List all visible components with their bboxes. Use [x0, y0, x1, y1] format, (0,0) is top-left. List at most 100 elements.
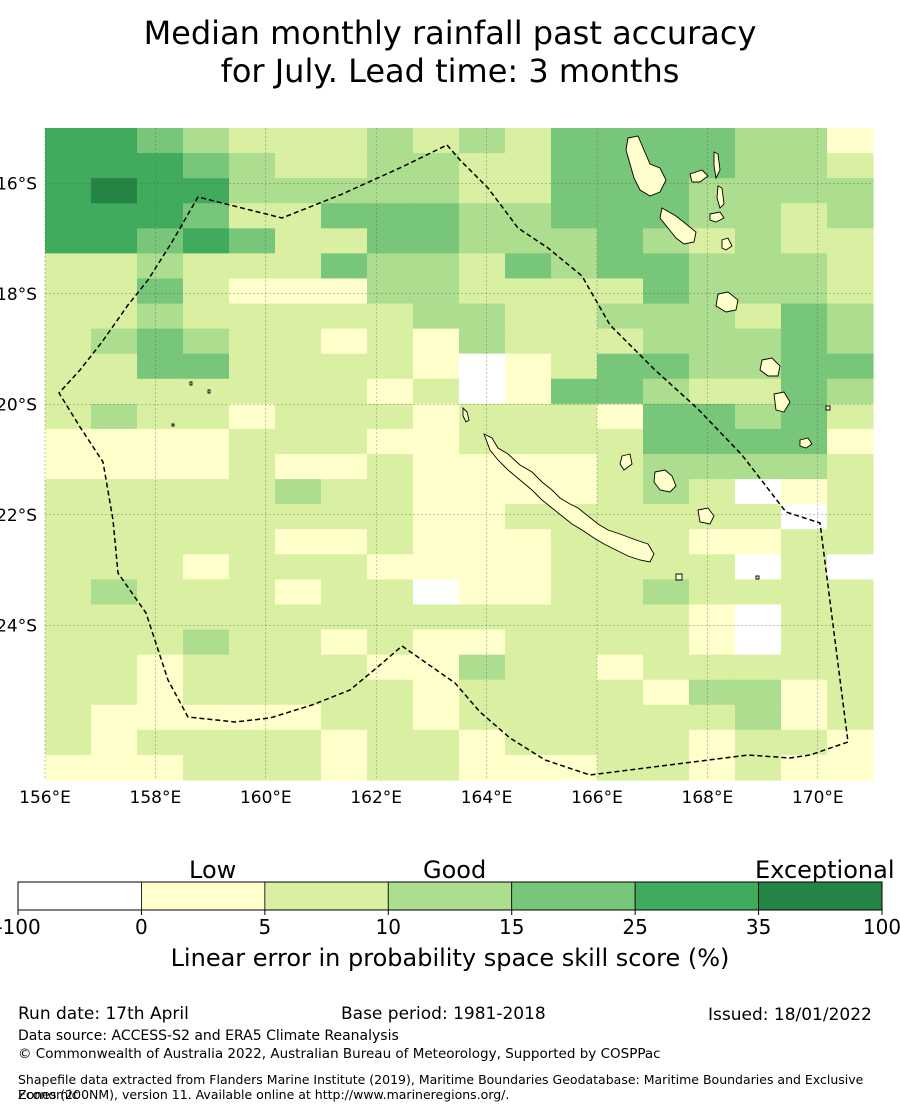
- skill-cell: [781, 604, 828, 631]
- skill-cell: [367, 704, 414, 731]
- skill-cell: [597, 328, 644, 355]
- skill-cell: [827, 178, 874, 204]
- skill-cell: [91, 629, 138, 656]
- skill-cell: [459, 579, 506, 606]
- skill-cell: [827, 554, 874, 580]
- skill-cell: [91, 729, 138, 756]
- latitude-tick-label: 24°S: [0, 616, 37, 636]
- skill-cell: [551, 604, 598, 631]
- skill-cell: [827, 153, 874, 179]
- skill-cell: [275, 228, 322, 254]
- skill-cell: [45, 153, 92, 179]
- skill-cell: [229, 403, 276, 430]
- skill-cell: [643, 278, 690, 305]
- skill-cell: [505, 378, 552, 405]
- skill-cell: [505, 704, 552, 731]
- skill-cell: [45, 178, 92, 204]
- skill-cell: [45, 278, 92, 305]
- skill-cell: [275, 729, 322, 756]
- skill-cell: [45, 629, 92, 656]
- colorbar-bin: [141, 881, 266, 911]
- skill-cell: [781, 253, 828, 280]
- skill-cell: [183, 679, 230, 706]
- skill-cell: [91, 479, 138, 505]
- skill-cell: [827, 479, 874, 505]
- skill-cell: [183, 153, 230, 179]
- skill-cell: [321, 654, 368, 681]
- skill-cell: [137, 403, 184, 430]
- skill-cell: [183, 504, 230, 530]
- skill-cell: [45, 704, 92, 731]
- skill-cell: [91, 328, 138, 355]
- skill-cell: [459, 529, 506, 555]
- skill-cell: [459, 128, 506, 154]
- skill-cell: [459, 704, 506, 731]
- skill-cell: [91, 504, 138, 530]
- skill-cell: [183, 428, 230, 455]
- skill-cell: [321, 303, 368, 330]
- skill-cell: [735, 654, 782, 681]
- mare-island: [697, 507, 715, 525]
- colorbar-tick-label: 100: [863, 915, 900, 939]
- skill-cell: [229, 629, 276, 656]
- skill-cell: [413, 754, 460, 781]
- skill-cell: [505, 754, 552, 781]
- skill-cell: [137, 629, 184, 656]
- skill-cell: [137, 679, 184, 706]
- skill-cell: [229, 278, 276, 305]
- category-exceptional: Exceptional: [755, 856, 895, 884]
- skill-cell: [505, 128, 552, 154]
- small-islet: [825, 405, 831, 411]
- skill-cell: [459, 203, 506, 229]
- skill-cell: [459, 353, 506, 380]
- colorbar-tick-label: -100: [0, 915, 41, 939]
- skill-cell: [827, 529, 874, 555]
- skill-cell: [275, 353, 322, 380]
- skill-cell: [689, 679, 736, 706]
- skill-cell: [827, 579, 874, 606]
- latitude-tick-label: 22°S: [0, 506, 37, 526]
- skill-cell: [735, 128, 782, 154]
- skill-cell: [505, 178, 552, 204]
- longitude-tick-label: 168°E: [682, 788, 734, 808]
- skill-cell: [183, 178, 230, 204]
- tiga-island: [619, 453, 633, 471]
- skill-cell: [45, 128, 92, 154]
- skill-cell: [459, 679, 506, 706]
- skill-cell: [781, 303, 828, 330]
- skill-cell: [137, 504, 184, 530]
- skill-cell: [597, 679, 644, 706]
- skill-cell: [781, 654, 828, 681]
- skill-cell: [91, 178, 138, 204]
- skill-cell: [137, 378, 184, 405]
- skill-cell: [229, 754, 276, 781]
- skill-cell: [367, 504, 414, 530]
- skill-cell: [413, 303, 460, 330]
- skill-cell: [735, 504, 782, 530]
- skill-grid-cells: [45, 128, 874, 781]
- skill-cell: [91, 253, 138, 280]
- skill-cell: [367, 554, 414, 580]
- skill-cell: [827, 278, 874, 305]
- skill-cell: [367, 303, 414, 330]
- skill-cell: [321, 428, 368, 455]
- skill-cell: [781, 278, 828, 305]
- skill-cell: [735, 203, 782, 229]
- skill-cell: [643, 128, 690, 154]
- skill-cell: [91, 278, 138, 305]
- skill-cell: [597, 504, 644, 530]
- skill-cell: [505, 428, 552, 455]
- skill-cell: [689, 353, 736, 380]
- skill-cell: [827, 428, 874, 455]
- skill-cell: [91, 754, 138, 781]
- skill-cell: [735, 228, 782, 254]
- skill-cell: [505, 529, 552, 555]
- skill-cell: [367, 228, 414, 254]
- skill-cell: [827, 454, 874, 480]
- skill-cell: [137, 729, 184, 756]
- skill-cell: [413, 353, 460, 380]
- skill-cell: [183, 579, 230, 606]
- skill-cell: [551, 679, 598, 706]
- skill-cell: [321, 504, 368, 530]
- ambae-island: [689, 169, 709, 183]
